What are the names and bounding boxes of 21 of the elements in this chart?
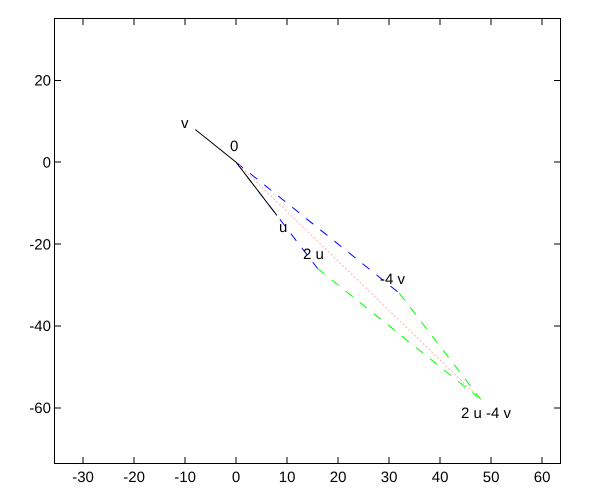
x-tick-label: 40 bbox=[432, 469, 448, 486]
annotation: v bbox=[181, 115, 189, 132]
x-tick-label: 60 bbox=[534, 469, 550, 486]
x-tick-label: 0 bbox=[232, 469, 240, 486]
x-tick-label: -30 bbox=[72, 469, 94, 486]
annotation: -4 v bbox=[380, 271, 406, 288]
y-tick-label: -40 bbox=[29, 318, 51, 336]
y-tick-label: 0 bbox=[42, 154, 51, 172]
annotation: 2 u -4 v bbox=[461, 405, 512, 422]
y-tick-label: 20 bbox=[34, 72, 51, 90]
annotation: 0 bbox=[230, 138, 238, 155]
x-tick-label: 20 bbox=[330, 469, 346, 486]
x-tick-label: 50 bbox=[482, 469, 500, 486]
x-tick-label: 10 bbox=[278, 469, 296, 486]
annotation: 2 u bbox=[303, 246, 324, 263]
annotation: u bbox=[279, 219, 288, 236]
x-tick-label: -20 bbox=[123, 469, 145, 486]
y-tick-label: -60 bbox=[29, 400, 51, 418]
x-tick-label: 30 bbox=[380, 469, 398, 486]
y-tick-label: -20 bbox=[29, 236, 51, 254]
x-tick-label: -10 bbox=[174, 469, 196, 486]
